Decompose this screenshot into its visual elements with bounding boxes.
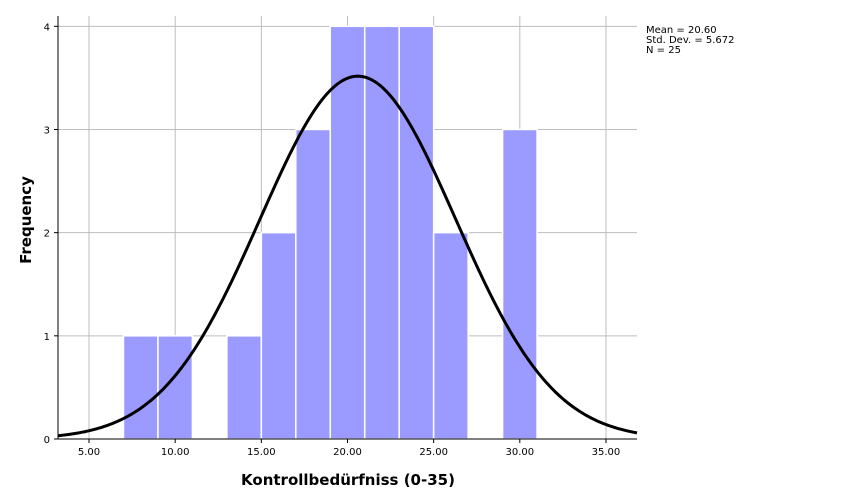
histogram-bar bbox=[295, 128, 332, 440]
normal-distribution-curve bbox=[57, 74, 638, 438]
histogram-bar bbox=[501, 128, 538, 440]
x-axis-title: Kontrollbedürfniss (0-35) bbox=[241, 471, 455, 489]
statistics-legend: Mean = 20.60 Std. Dev. = 5.672 N = 25 bbox=[646, 26, 735, 56]
y-axis-ticks: 0 1 2 3 4 bbox=[44, 22, 58, 446]
x-tick-label: 5.00 bbox=[78, 447, 100, 458]
histogram-bar bbox=[363, 25, 400, 440]
y-tick-label: 2 bbox=[44, 229, 50, 240]
histogram-bar bbox=[260, 231, 297, 440]
x-tick-label: 10.00 bbox=[161, 447, 190, 458]
x-axis-ticks: 5.00 10.00 15.00 20.00 25.00 30.00 35.00 bbox=[78, 439, 620, 458]
histogram-bar bbox=[226, 335, 263, 440]
histogram-bar bbox=[329, 25, 366, 440]
histogram-bar bbox=[432, 231, 469, 440]
y-tick-label: 0 bbox=[44, 435, 50, 446]
y-axis-title: Frequency bbox=[17, 176, 35, 264]
normal-curve-layer bbox=[57, 74, 638, 438]
x-tick-label: 20.00 bbox=[333, 447, 362, 458]
histogram-bar bbox=[122, 335, 159, 440]
x-tick-label: 35.00 bbox=[592, 447, 621, 458]
histogram-bars bbox=[122, 25, 538, 440]
y-tick-label: 4 bbox=[44, 22, 50, 33]
x-tick-label: 30.00 bbox=[506, 447, 535, 458]
n-label: N = 25 bbox=[646, 45, 681, 56]
x-tick-label: 25.00 bbox=[419, 447, 448, 458]
std-dev-label: Std. Dev. = 5.672 bbox=[646, 35, 735, 46]
mean-label: Mean = 20.60 bbox=[646, 25, 717, 36]
x-tick-label: 15.00 bbox=[247, 447, 276, 458]
histogram-bar bbox=[398, 25, 435, 440]
y-tick-label: 3 bbox=[44, 125, 50, 136]
y-tick-label: 1 bbox=[44, 332, 50, 343]
